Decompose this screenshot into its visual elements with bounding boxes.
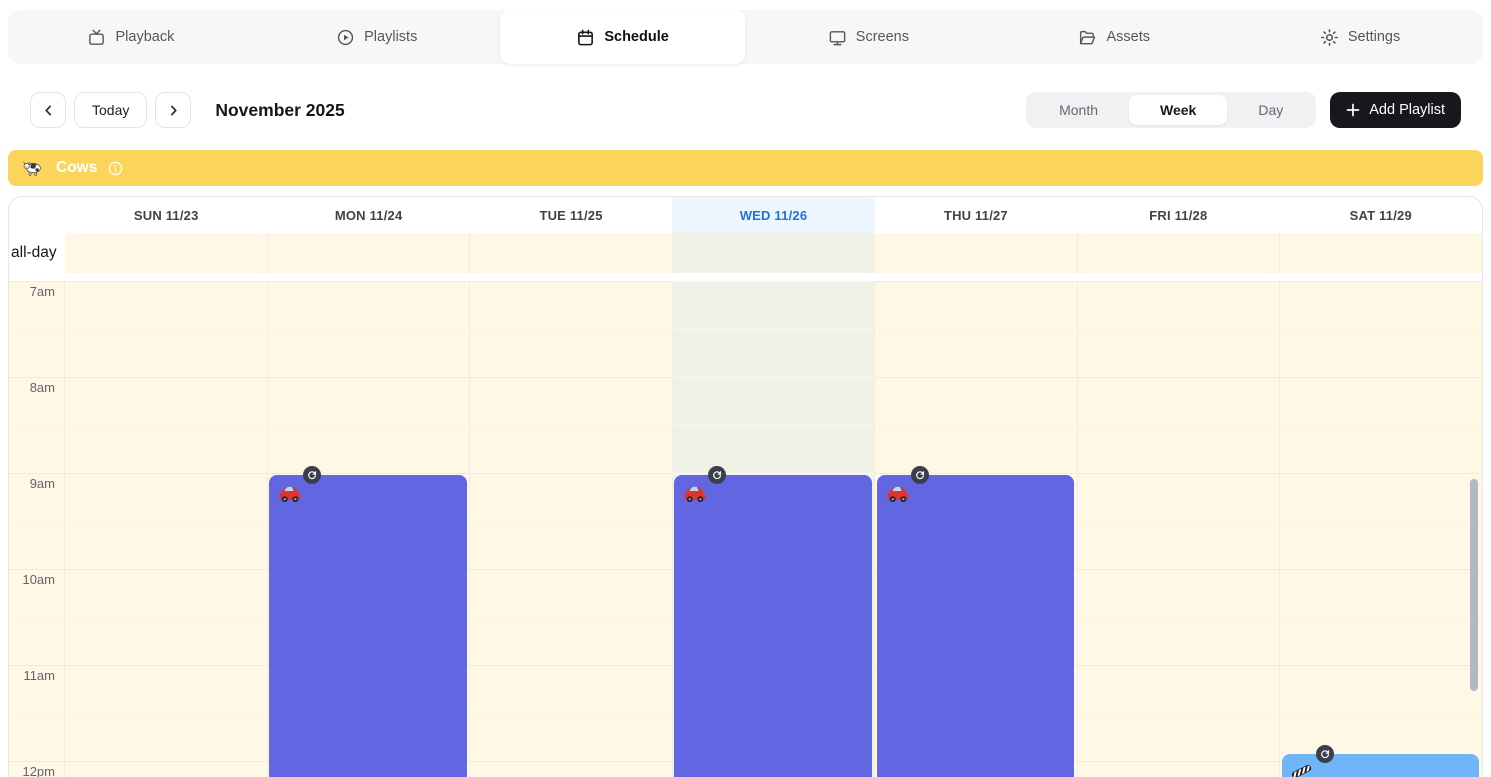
recurring-badge: [910, 466, 929, 484]
tab-assets[interactable]: Assets: [991, 10, 1237, 64]
all-day-cell-wed[interactable]: [672, 233, 876, 273]
tab-label: Assets: [1106, 29, 1150, 45]
day-header-sun: SUN 11/23: [133, 207, 199, 223]
week-calendar: SUN 11/23 MON 11/24 TUE 11/25 WED 11/26 …: [8, 196, 1483, 777]
event-block-wed-9am[interactable]: [674, 466, 872, 777]
red-car-emoji-icon: [277, 484, 302, 504]
all-day-cell-thu[interactable]: [875, 233, 1078, 273]
time-label: 8am: [29, 380, 55, 395]
time-gutter: 7am 8am 9am 10am 11am 12pm: [9, 281, 65, 777]
recurring-badge: [1315, 745, 1334, 763]
vertical-scrollbar-thumb[interactable]: [1470, 479, 1478, 691]
tab-schedule[interactable]: Schedule: [499, 10, 746, 64]
tab-playlists[interactable]: Playlists: [254, 10, 500, 64]
day-header-sat: SAT 11/29: [1349, 207, 1412, 223]
cow-emoji-icon: [22, 158, 43, 179]
red-car-emoji-icon: [885, 484, 910, 504]
gear-icon: [1320, 28, 1339, 47]
time-label: 7am: [29, 284, 55, 299]
view-option-day[interactable]: Day: [1258, 102, 1284, 118]
event-block-mon-9am[interactable]: [269, 466, 467, 777]
time-label: 9am: [29, 476, 55, 491]
play-circle-icon: [336, 28, 355, 47]
day-header-tue: TUE 11/25: [539, 207, 603, 223]
tv-icon: [87, 28, 106, 47]
day-column-tue[interactable]: [470, 281, 673, 777]
add-playlist-label: Add Playlist: [1369, 102, 1445, 118]
view-option-month[interactable]: Month: [1059, 102, 1098, 118]
zebra-emoji-icon: [1290, 760, 1313, 777]
all-day-cell-sat[interactable]: [1280, 233, 1482, 273]
next-button[interactable]: [155, 92, 192, 128]
prev-button[interactable]: [30, 92, 66, 128]
playlist-banner-cows[interactable]: Cows: [8, 150, 1483, 186]
day-header-thu: THU 11/27: [943, 207, 1008, 223]
view-switcher: Month Week Day: [1026, 92, 1317, 128]
all-day-cell-fri[interactable]: [1077, 233, 1281, 273]
event-block-thu-9am[interactable]: [876, 466, 1075, 777]
playlist-banner-label: Cows: [56, 159, 98, 176]
event-block-sat-12pm[interactable]: [1281, 745, 1479, 777]
all-day-cell-tue[interactable]: [470, 233, 673, 273]
all-day-divider: [9, 273, 1482, 281]
red-car-emoji-icon: [682, 484, 707, 504]
time-label: 10am: [22, 572, 55, 587]
tab-label: Playback: [115, 29, 175, 45]
all-day-cell-mon[interactable]: [267, 233, 471, 273]
day-header-mon: MON 11/24: [334, 207, 403, 223]
today-button[interactable]: Today: [74, 92, 148, 128]
header-gutter: [9, 197, 65, 233]
tab-label: Playlists: [364, 29, 418, 45]
view-option-week[interactable]: Week: [1129, 95, 1228, 125]
folder-open-icon: [1078, 28, 1097, 47]
all-day-row: all-day: [9, 233, 1482, 273]
top-nav: Playback Playlists Schedule Screens: [8, 10, 1483, 64]
page-title: November 2025: [215, 99, 345, 120]
plus-icon: [1346, 103, 1360, 117]
day-header-row: SUN 11/23 MON 11/24 TUE 11/25 WED 11/26 …: [9, 197, 1482, 233]
tab-label: Schedule: [604, 29, 669, 45]
recurring-badge: [708, 466, 727, 484]
day-header-fri: FRI 11/28: [1149, 207, 1208, 223]
info-icon[interactable]: [107, 160, 124, 177]
add-playlist-button[interactable]: Add Playlist: [1330, 92, 1461, 128]
chevron-left-icon: [41, 103, 56, 118]
time-grid: 7am 8am 9am 10am 11am 12pm: [9, 281, 1482, 777]
tab-settings[interactable]: Settings: [1237, 10, 1483, 64]
day-column-fri[interactable]: [1077, 281, 1281, 777]
time-label: 12pm: [22, 764, 55, 777]
tab-label: Screens: [855, 29, 909, 45]
all-day-cell-sun[interactable]: [65, 233, 268, 273]
day-column-sat[interactable]: [1280, 281, 1482, 777]
calendar-toolbar: Today November 2025 Month Week Day Add P…: [30, 90, 1461, 130]
all-day-label: all-day: [11, 244, 57, 261]
chevron-right-icon: [166, 103, 181, 118]
day-header-wed-today: WED 11/26: [672, 197, 875, 233]
tab-label: Settings: [1347, 29, 1401, 45]
day-column-sun[interactable]: [65, 281, 268, 777]
recurring-badge: [303, 466, 322, 484]
monitor-icon: [828, 28, 847, 47]
tab-screens[interactable]: Screens: [745, 10, 991, 64]
time-label: 11am: [23, 668, 55, 683]
tab-playback[interactable]: Playback: [8, 10, 254, 64]
calendar-icon: [576, 28, 595, 47]
